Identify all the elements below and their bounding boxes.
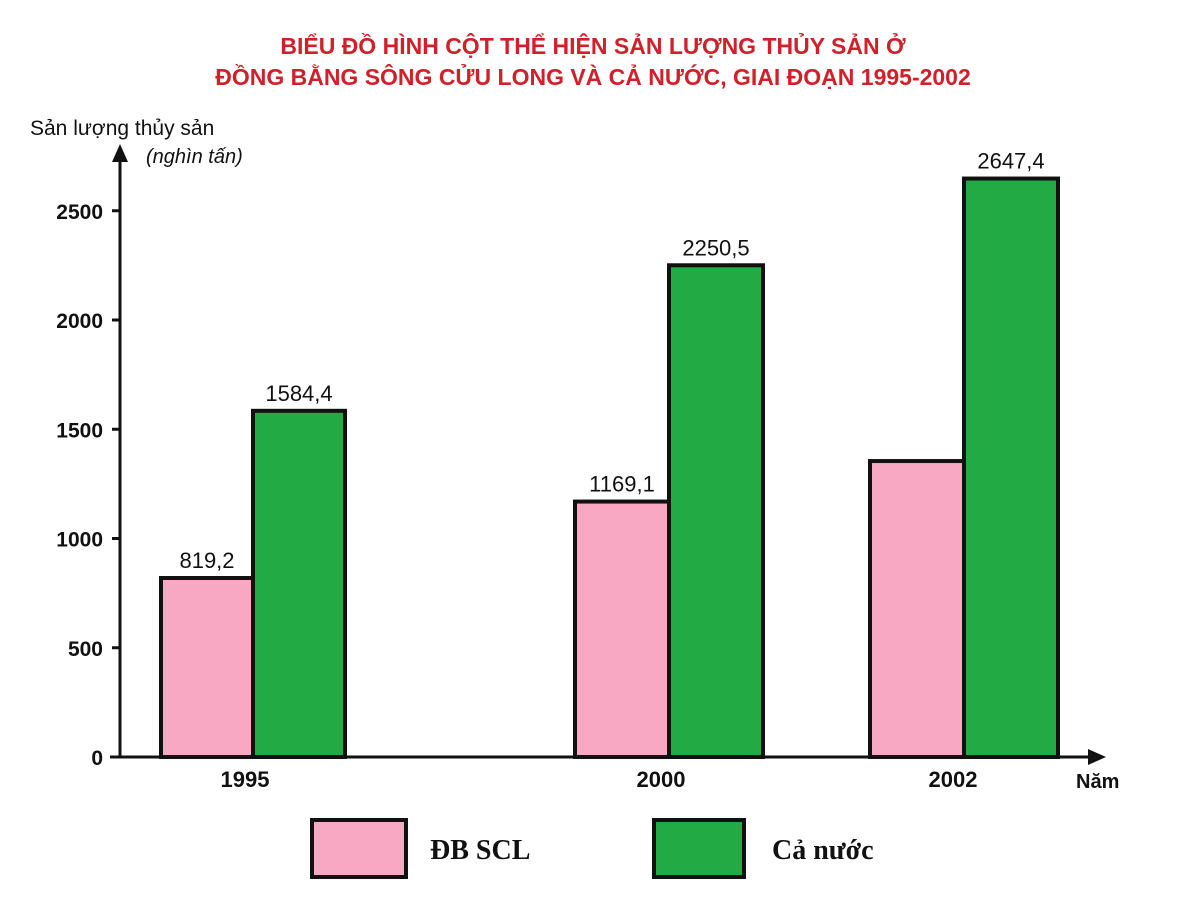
data-label-dbscl-2000: 1169,1 — [589, 472, 655, 497]
x-tick-label-2000: 2000 — [637, 767, 686, 792]
chart-title-line-2: ĐỒNG BẰNG SÔNG CỬU LONG VÀ CẢ NƯỚC, GIAI… — [215, 62, 971, 90]
data-label-ca-nuoc-2002: 2647,4 — [977, 149, 1044, 174]
x-axis-arrow — [1088, 749, 1106, 765]
y-tick-label-1500: 1500 — [56, 419, 103, 442]
bar-ca-nuoc-2002 — [962, 176, 1060, 760]
x-tick-label-2002: 2002 — [929, 767, 978, 792]
y-axis-label: Sản lượng thủy sản — [30, 117, 214, 140]
y-tick-label-0: 0 — [91, 747, 103, 770]
legend-swatch-dbscl — [310, 818, 408, 879]
chart-title-line-1: BIỂU ĐỒ HÌNH CỘT THỂ HIỆN SẢN LƯỢNG THỦY… — [280, 31, 906, 59]
bar-dbscl-2002 — [868, 459, 966, 759]
y-tick-label-2000: 2000 — [56, 310, 103, 333]
legend: ĐB SCL Cả nước — [310, 818, 874, 879]
legend-swatch-ca-nuoc — [652, 818, 746, 879]
bar-dbscl-1995 — [159, 576, 255, 760]
data-label-ca-nuoc-2000: 2250,5 — [682, 235, 749, 260]
data-label-dbscl-1995: 819,2 — [179, 548, 234, 573]
data-label-ca-nuoc-1995: 1584,4 — [265, 381, 332, 406]
legend-label-ca-nuoc: Cả nước — [772, 835, 874, 866]
x-axis-label: Năm — [1076, 771, 1119, 793]
bar-ca-nuoc-1995 — [251, 408, 347, 759]
y-tick-label-1000: 1000 — [56, 529, 103, 552]
y-axis-arrow — [112, 144, 128, 162]
y-tick-label-500: 500 — [68, 638, 103, 661]
legend-label-dbscl: ĐB SCL — [430, 835, 530, 866]
bar-dbscl-2000 — [573, 499, 671, 759]
y-axis-unit: (nghìn tấn) — [146, 146, 243, 168]
plot-area: 0 500 1000 1500 2000 2500 819,2 1584,4 1995 1169,… — [56, 144, 1106, 792]
bar-ca-nuoc-2000 — [667, 263, 765, 759]
y-tick-label-2500: 2500 — [56, 201, 103, 224]
x-tick-label-1995: 1995 — [221, 767, 270, 792]
